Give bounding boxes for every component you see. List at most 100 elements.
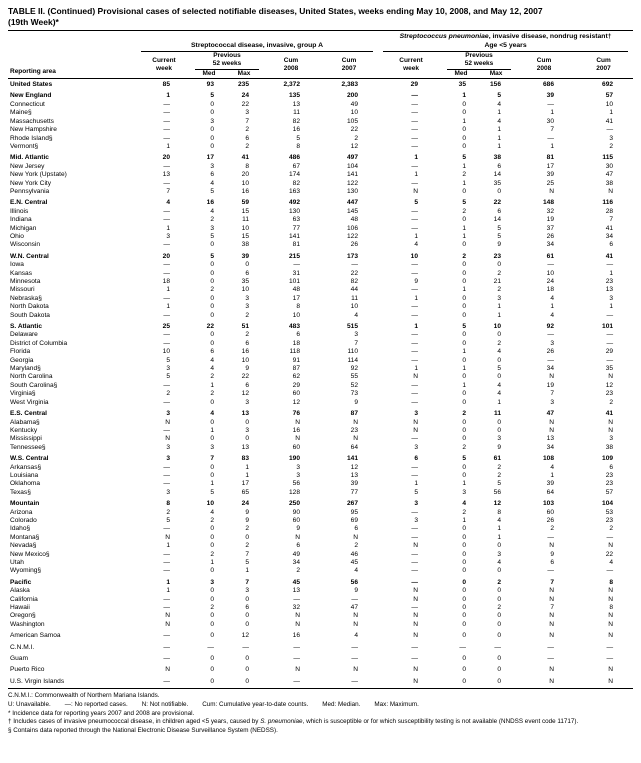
value-cell: 130 — [288, 207, 300, 215]
reporting-area-cell: New England — [10, 92, 52, 100]
value-cell: 3 — [245, 294, 249, 302]
value-cell: 0 — [210, 398, 214, 406]
value-cell: 6 — [550, 559, 555, 567]
value-cell: 8 — [296, 142, 300, 150]
g1-previous-52-weeks-header: Previous 52 weeks — [192, 52, 262, 71]
value-cell: 3 — [210, 162, 214, 170]
value-cell: 57 — [605, 488, 614, 496]
reporting-area-cell: W.S. Central — [10, 455, 49, 463]
value-cell: 7 — [550, 604, 555, 612]
g1-med-header: Med — [192, 70, 226, 80]
value-cell: 16 — [292, 126, 300, 134]
value-cell: — — [411, 390, 419, 398]
value-cell: N — [295, 620, 300, 628]
area-row: Oregon§ N 0 0 N N N 0 0 N N — [8, 612, 633, 620]
value-cell: 5 — [462, 323, 467, 331]
value-cell: 12 — [493, 500, 502, 508]
value-cell: 0 — [210, 142, 214, 150]
area-row: Vermont§ 1 0 2 8 12—0 1 1 2 — [8, 143, 633, 151]
value-cell: 83 — [241, 455, 249, 463]
g1-max-header: Max — [226, 70, 262, 80]
value-cell: 2 — [609, 398, 614, 406]
reporting-area-cell: Connecticut — [10, 100, 45, 108]
value-cell: — — [163, 632, 170, 640]
region-row: S. Atlantic 25 22 51 483 515 1 5 10 92 101 — [8, 320, 633, 331]
value-cell: 10 — [162, 348, 170, 356]
value-cell: 82 — [350, 278, 359, 286]
value-cell: 35 — [241, 278, 249, 286]
value-cell: 3 — [414, 516, 419, 524]
value-cell: — — [163, 269, 170, 277]
value-cell: — — [163, 179, 170, 187]
value-cell: N — [514, 674, 575, 690]
value-cell: 81 — [292, 241, 300, 249]
value-cell: 0 — [462, 426, 467, 434]
value-cell: — — [606, 567, 614, 575]
value-cell: 3 — [497, 435, 502, 443]
value-cell: 56 — [350, 578, 359, 586]
reporting-area-cell: Indiana — [10, 216, 32, 224]
value-cell: — — [163, 100, 170, 108]
value-cell: 2 — [210, 373, 214, 381]
value-cell: 5 — [497, 365, 502, 373]
value-cell: — — [411, 269, 419, 277]
value-cell: 15 — [241, 232, 249, 240]
value-cell: 492 — [288, 199, 300, 207]
value-cell: 41 — [605, 410, 614, 418]
reporting-area-cell: Oklahoma — [10, 480, 41, 488]
value-cell: 6 — [609, 463, 614, 471]
value-cell: — — [163, 398, 170, 406]
reporting-area-cell: E.S. Central — [10, 410, 48, 418]
value-cell: N — [295, 533, 300, 541]
value-cell: 2 — [166, 390, 170, 398]
value-cell: 0 — [462, 533, 467, 541]
value-cell: 30 — [546, 117, 555, 125]
area-row: South Carolina§ — 1 6 29 52 — 1 4 19 12 — [8, 382, 633, 390]
group2-subtitle: Age <5 years — [484, 41, 527, 49]
value-cell: N — [353, 666, 359, 674]
value-cell: 91 — [292, 356, 300, 364]
value-cell: 31 — [292, 269, 300, 277]
value-cell: 0 — [462, 666, 467, 674]
value-cell: 4 — [210, 508, 214, 516]
reporting-area-cell: Massachusetts — [10, 117, 54, 125]
value-cell: 38 — [241, 241, 249, 249]
value-cell: 49 — [350, 100, 359, 108]
value-cell: 23 — [493, 252, 502, 260]
value-cell: N — [165, 533, 170, 541]
value-cell: 5 — [210, 232, 214, 240]
value-cell: 81 — [546, 154, 555, 162]
value-cell: 63 — [292, 216, 300, 224]
value-cell: — — [547, 643, 555, 651]
value-cell: — — [163, 241, 170, 249]
value-cell: 3 — [210, 578, 214, 586]
value-cell: — — [411, 578, 419, 586]
value-cell: 1 — [245, 567, 249, 575]
value-cell: 0 — [462, 331, 467, 339]
value-cell: 9 — [414, 278, 419, 286]
area-row: Montana§ N 0 0 N N — 0 1 — — — [8, 534, 633, 542]
value-cell: — — [606, 643, 614, 651]
value-cell: 0 — [210, 567, 214, 575]
value-cell: 9 — [497, 443, 502, 451]
value-cell: 0 — [497, 655, 502, 663]
reporting-area-cell: Arkansas§ — [10, 463, 42, 471]
value-cell: 2 — [497, 339, 502, 347]
value-cell: N — [413, 666, 419, 674]
value-cell: — — [411, 216, 419, 224]
value-cell: 3 — [296, 471, 300, 479]
value-cell: 1 — [414, 323, 419, 331]
value-cell: 6 — [245, 134, 249, 142]
value-cell: 4 — [497, 381, 502, 389]
value-cell: 62 — [292, 373, 300, 381]
value-cell: 16 — [241, 348, 249, 356]
value-cell: N — [413, 426, 419, 434]
value-cell: 60 — [546, 508, 555, 516]
value-cell: — — [606, 655, 614, 663]
value-cell: 5 — [166, 373, 170, 381]
table-title: TABLE II. (Continued) Provisional cases … — [8, 6, 633, 32]
value-cell: 4 — [550, 311, 555, 319]
value-cell: — — [411, 162, 419, 170]
value-cell: — — [411, 643, 419, 651]
value-cell: 5 — [210, 187, 214, 195]
